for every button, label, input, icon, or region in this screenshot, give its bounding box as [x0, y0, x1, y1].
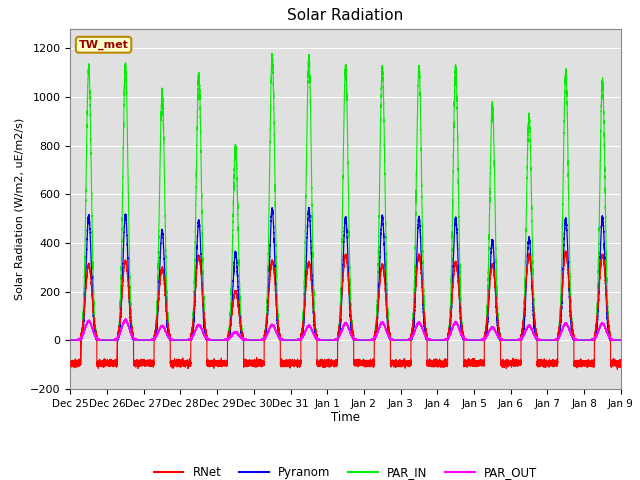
Title: Solar Radiation: Solar Radiation	[287, 9, 404, 24]
Text: TW_met: TW_met	[79, 40, 129, 50]
Y-axis label: Solar Radiation (W/m2, uE/m2/s): Solar Radiation (W/m2, uE/m2/s)	[15, 118, 24, 300]
X-axis label: Time: Time	[331, 411, 360, 424]
Legend: RNet, Pyranom, PAR_IN, PAR_OUT: RNet, Pyranom, PAR_IN, PAR_OUT	[149, 461, 542, 480]
